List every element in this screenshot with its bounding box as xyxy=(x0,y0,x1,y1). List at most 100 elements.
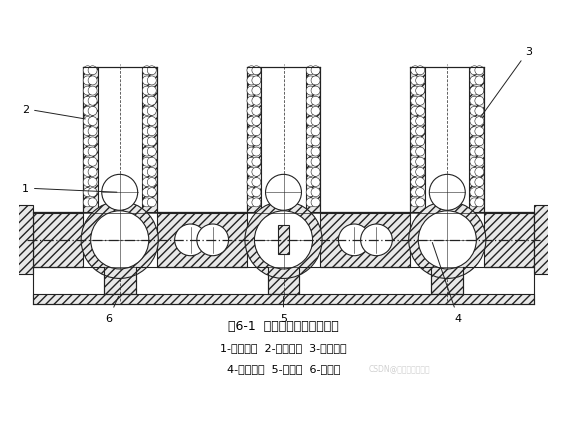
Circle shape xyxy=(83,127,92,136)
Circle shape xyxy=(88,77,97,86)
Bar xyxy=(32,267,83,268)
Circle shape xyxy=(142,127,151,136)
Circle shape xyxy=(252,148,261,157)
Bar xyxy=(268,268,299,294)
Circle shape xyxy=(247,77,256,86)
Circle shape xyxy=(247,87,256,96)
Circle shape xyxy=(416,198,425,207)
Circle shape xyxy=(247,188,256,197)
Circle shape xyxy=(306,178,315,187)
Circle shape xyxy=(91,211,149,269)
Circle shape xyxy=(147,117,156,126)
Circle shape xyxy=(175,224,206,256)
Circle shape xyxy=(311,117,320,126)
Bar xyxy=(83,68,98,212)
Circle shape xyxy=(416,97,425,106)
Circle shape xyxy=(411,117,420,126)
Circle shape xyxy=(252,188,261,197)
Circle shape xyxy=(338,224,370,256)
Circle shape xyxy=(83,87,92,96)
Bar xyxy=(32,294,535,304)
Circle shape xyxy=(147,178,156,187)
Circle shape xyxy=(247,168,256,177)
Text: 1-自锁钢球  2-自锁弹簧  3-变速器盖: 1-自锁钢球 2-自锁弹簧 3-变速器盖 xyxy=(220,342,347,352)
Circle shape xyxy=(147,198,156,207)
Circle shape xyxy=(470,87,479,96)
Text: 5: 5 xyxy=(280,297,287,323)
Polygon shape xyxy=(278,226,289,255)
Circle shape xyxy=(83,148,92,157)
Circle shape xyxy=(306,117,315,126)
Bar xyxy=(247,68,261,212)
Circle shape xyxy=(147,77,156,86)
Circle shape xyxy=(470,178,479,187)
Circle shape xyxy=(88,158,97,167)
Circle shape xyxy=(411,158,420,167)
Circle shape xyxy=(475,127,484,136)
Circle shape xyxy=(475,138,484,147)
Text: CSDN@叶绿体不忘呼吸: CSDN@叶绿体不忘呼吸 xyxy=(369,363,430,372)
Circle shape xyxy=(475,158,484,167)
Circle shape xyxy=(88,148,97,157)
Circle shape xyxy=(147,148,156,157)
Circle shape xyxy=(83,178,92,187)
Circle shape xyxy=(470,138,479,147)
Circle shape xyxy=(247,127,256,136)
Circle shape xyxy=(81,202,158,279)
Circle shape xyxy=(247,148,256,157)
Circle shape xyxy=(411,77,420,86)
Circle shape xyxy=(311,178,320,187)
Circle shape xyxy=(255,211,312,269)
Circle shape xyxy=(252,138,261,147)
Circle shape xyxy=(252,87,261,96)
Circle shape xyxy=(306,107,315,116)
Circle shape xyxy=(142,67,151,76)
Circle shape xyxy=(416,168,425,177)
Circle shape xyxy=(311,158,320,167)
Bar xyxy=(484,212,535,268)
Circle shape xyxy=(311,87,320,96)
Circle shape xyxy=(416,188,425,197)
Circle shape xyxy=(245,202,322,279)
Circle shape xyxy=(311,148,320,157)
Circle shape xyxy=(147,127,156,136)
Circle shape xyxy=(411,97,420,106)
Circle shape xyxy=(306,168,315,177)
Circle shape xyxy=(416,77,425,86)
Circle shape xyxy=(252,127,261,136)
Circle shape xyxy=(247,138,256,147)
Bar xyxy=(156,267,247,268)
Bar xyxy=(320,267,411,268)
Circle shape xyxy=(147,188,156,197)
Circle shape xyxy=(306,127,315,136)
Circle shape xyxy=(142,97,151,106)
Circle shape xyxy=(147,87,156,96)
Circle shape xyxy=(311,77,320,86)
Circle shape xyxy=(411,127,420,136)
Circle shape xyxy=(475,188,484,197)
Circle shape xyxy=(311,168,320,177)
Circle shape xyxy=(101,175,138,211)
Circle shape xyxy=(88,87,97,96)
Circle shape xyxy=(416,148,425,157)
Circle shape xyxy=(418,211,476,269)
Circle shape xyxy=(247,97,256,106)
Circle shape xyxy=(475,178,484,187)
Circle shape xyxy=(416,67,425,76)
Circle shape xyxy=(83,188,92,197)
Circle shape xyxy=(470,117,479,126)
Circle shape xyxy=(416,158,425,167)
Circle shape xyxy=(416,178,425,187)
Circle shape xyxy=(411,87,420,96)
Circle shape xyxy=(142,107,151,116)
Circle shape xyxy=(416,117,425,126)
Circle shape xyxy=(147,138,156,147)
Circle shape xyxy=(470,148,479,157)
Circle shape xyxy=(429,175,466,211)
Circle shape xyxy=(470,158,479,167)
Circle shape xyxy=(470,188,479,197)
Circle shape xyxy=(88,97,97,106)
Circle shape xyxy=(147,97,156,106)
Circle shape xyxy=(83,117,92,126)
Bar xyxy=(32,212,83,268)
